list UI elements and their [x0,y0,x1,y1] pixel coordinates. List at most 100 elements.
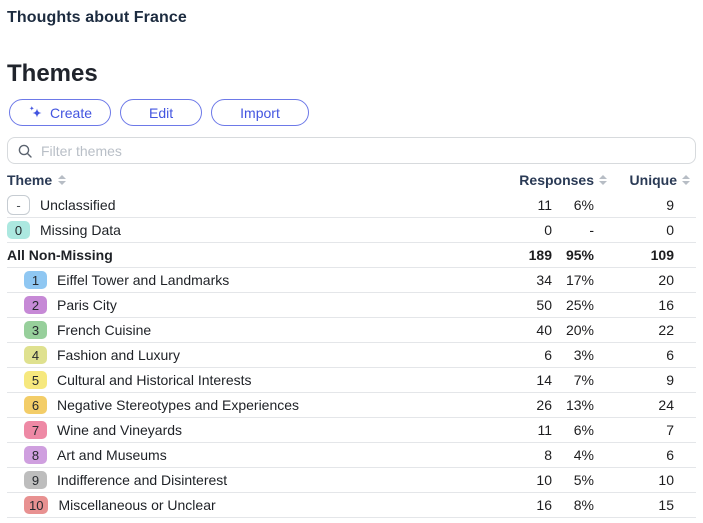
responses-pct-cell: 3% [573,347,594,363]
unique-count-cell: 16 [658,297,674,313]
theme-cell: 1 Eiffel Tower and Landmarks [7,271,460,289]
table-row[interactable]: 1 Eiffel Tower and Landmarks 34 17% 20 [7,268,696,293]
filter-themes-input[interactable] [41,142,686,159]
table-row[interactable]: 0 Missing Data 0 - 0 [7,218,696,243]
theme-cell: All Non-Missing [7,247,460,263]
sparkle-icon [28,105,43,120]
responses-count-cell: 189 [528,247,552,263]
section-title: Themes [7,60,98,87]
unique-count-cell: 6 [666,347,674,363]
responses-pct-cell: 25% [565,297,594,313]
edit-button[interactable]: Edit [120,99,203,126]
unique-count-cell: 20 [658,272,674,288]
theme-name: Paris City [57,297,117,313]
theme-name: Cultural and Historical Interests [57,372,252,388]
table-body: - Unclassified 11 6% 9 0 Missing Data 0-0 All No… [7,193,696,518]
responses-pct-cell: 5% [573,472,594,488]
themes-table: Theme Responses Unique - Unclassified 11 6%… [7,167,696,518]
theme-name: Art and Museums [57,447,167,463]
table-row[interactable]: 4 Fashion and Luxury 6 3% 6 [7,343,696,368]
theme-badge: 9 [24,471,47,489]
responses-pct-cell: 6% [573,422,594,438]
table-row[interactable]: All Non-Missing 189 95% 109 [7,243,696,268]
theme-cell: 6 Negative Stereotypes and Experiences [7,396,460,414]
theme-name: Negative Stereotypes and Experiences [57,397,300,413]
table-row[interactable]: - Unclassified 11 6% 9 [7,193,696,218]
responses-count-cell: 10 [536,472,552,488]
theme-name: Fashion and Luxury [57,347,180,363]
theme-badge: 5 [24,371,47,389]
table-row[interactable]: 10 Miscellaneous or Unclear 16 8% 15 [7,493,696,518]
column-header-theme[interactable]: Theme [7,172,460,188]
toolbar: Create Edit Import [9,99,696,126]
theme-name: Wine and Vineyards [57,422,183,438]
theme-cell: 0 Missing Data [7,221,460,239]
column-header-theme-label: Theme [7,172,53,188]
theme-name: Eiffel Tower and Landmarks [57,272,230,288]
theme-name: Missing Data [40,222,121,238]
theme-name: Miscellaneous or Unclear [58,497,216,513]
theme-badge: 2 [24,296,47,314]
theme-name: Unclassified [40,197,116,213]
unique-count-cell: 9 [666,197,674,213]
responses-count-cell: 11 [537,422,552,438]
column-header-responses[interactable]: Responses [460,172,607,188]
table-row[interactable]: 6 Negative Stereotypes and Experiences 26 1… [7,393,696,418]
responses-count-cell: 11 [537,197,552,213]
table-row[interactable]: 8 Art and Museums 8 4% 6 [7,443,696,468]
table-row[interactable]: 7 Wine and Vineyards 11 6% 7 [7,418,696,443]
unique-count-cell: 6 [666,447,674,463]
edit-button-label: Edit [149,104,174,121]
filter-themes-box [7,137,696,164]
responses-pct-cell: 13% [565,397,594,413]
theme-cell: 8 Art and Museums [7,446,460,464]
responses-pct-cell: - [589,222,594,238]
responses-count-cell: 16 [536,497,552,513]
theme-badge: 0 [7,221,30,239]
create-button[interactable]: Create [9,99,112,126]
create-button-label: Create [50,104,93,121]
table-row[interactable]: 5 Cultural and Historical Interests 14 7% 9 [7,368,696,393]
theme-cell: 7 Wine and Vineyards [7,421,460,439]
responses-pct-cell: 8% [573,497,594,513]
theme-name: Indifference and Disinterest [57,472,228,488]
theme-badge: 4 [24,346,47,364]
unique-count-cell: 10 [658,472,674,488]
responses-count-cell: 34 [536,272,552,288]
column-header-unique[interactable]: Unique [594,172,696,188]
theme-cell: 9 Indifference and Disinterest [7,471,460,489]
responses-count-cell: 6 [544,347,552,363]
responses-pct-cell: 4% [573,447,594,463]
theme-cell: 5 Cultural and Historical Interests [7,371,460,389]
theme-cell: 2 Paris City [7,296,460,314]
theme-badge: 7 [24,421,47,439]
sort-icon-theme[interactable] [58,175,67,185]
unique-count-cell: 24 [658,397,674,413]
table-row[interactable]: 3 French Cuisine 40 20% 22 [7,318,696,343]
responses-pct-cell: 6% [573,197,594,213]
responses-count-cell: 40 [536,322,552,338]
column-header-responses-label: Responses [519,172,594,188]
sort-icon-responses[interactable] [599,175,607,185]
responses-count-cell: 14 [536,372,552,388]
responses-count-cell: 8 [544,447,552,463]
responses-count-cell: 50 [536,297,552,313]
table-row[interactable]: 9 Indifference and Disinterest 10 5% 10 [7,468,696,493]
unique-count-cell: 9 [666,372,674,388]
search-icon [17,143,33,159]
responses-pct-cell: 95% [565,247,594,263]
responses-pct-cell: 20% [565,322,594,338]
unique-count-cell: 0 [666,222,674,238]
import-button[interactable]: Import [211,99,309,126]
table-row[interactable]: 2 Paris City 50 25% 16 [7,293,696,318]
responses-pct-cell: 7% [573,372,594,388]
responses-count-cell: 26 [536,397,552,413]
theme-name: French Cuisine [57,322,152,338]
theme-cell: 3 French Cuisine [7,321,460,339]
import-button-label: Import [240,104,280,121]
page-title: Thoughts about France [7,9,187,26]
sort-icon-unique[interactable] [682,175,690,185]
theme-badge: 6 [24,396,47,414]
theme-cell: 4 Fashion and Luxury [7,346,460,364]
unique-count-cell: 7 [666,422,674,438]
